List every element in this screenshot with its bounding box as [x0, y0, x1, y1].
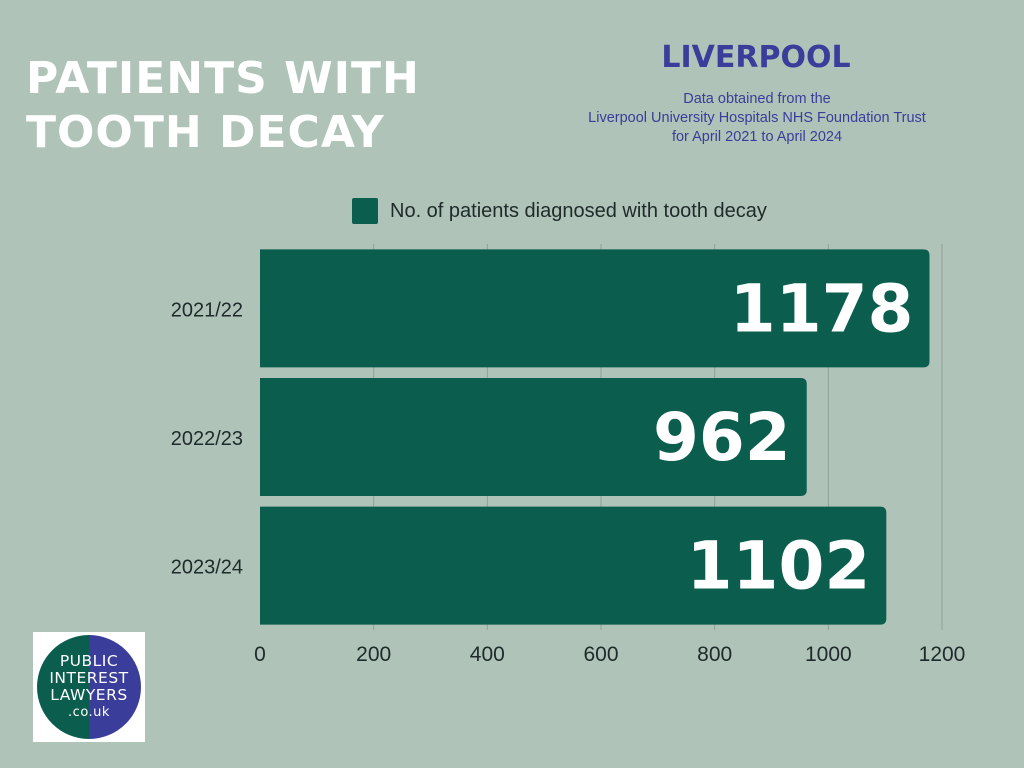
legend-label: No. of patients diagnosed with tooth dec…: [390, 199, 767, 222]
source-line-1: Data obtained from the: [683, 91, 831, 107]
logo-line-2: INTEREST: [49, 669, 129, 687]
legend-swatch: [352, 198, 378, 224]
logo-line-4: .co.uk: [68, 705, 110, 720]
source-line-3: for April 2021 to April 2024: [671, 129, 843, 145]
bar: [260, 506, 887, 625]
source-line-2: Liverpool University Hospitals NHS Found…: [588, 110, 926, 126]
category-tick-label: 2023/24: [171, 557, 243, 579]
chart-legend: No. of patients diagnosed with tooth dec…: [352, 198, 767, 224]
bar-value-label: 1102: [687, 528, 871, 605]
category-tick-label: 2021/22: [171, 299, 243, 321]
x-tick-label: 200: [356, 643, 391, 666]
x-tick-label: 400: [470, 643, 505, 666]
x-tick-label: 1200: [919, 643, 966, 666]
bar: [260, 378, 807, 496]
public-interest-lawyers-logo: PUBLIC INTEREST LAWYERS .co.uk: [33, 632, 145, 742]
logo-line-1: PUBLIC: [59, 652, 119, 670]
bar-value-label: 1178: [730, 270, 914, 347]
page-title: PATIENTS WITH TOOTH DECAY: [26, 52, 486, 160]
x-tick-label: 800: [697, 643, 732, 666]
category-tick-label: 2022/23: [171, 428, 243, 450]
bar-value-label: 962: [653, 399, 791, 476]
x-tick-label: 600: [583, 643, 618, 666]
logo-text: PUBLIC INTEREST LAWYERS .co.uk: [37, 653, 141, 721]
logo-circle: PUBLIC INTEREST LAWYERS .co.uk: [37, 635, 141, 739]
logo-line-3: LAWYERS: [50, 686, 128, 704]
x-tick-label: 0: [254, 643, 266, 666]
bar: [260, 249, 930, 368]
title-line-1: PATIENTS WITH: [26, 53, 420, 104]
x-tick-label: 1000: [805, 643, 852, 666]
data-source-note: Data obtained from the Liverpool Univers…: [520, 90, 994, 147]
title-line-2: TOOTH DECAY: [26, 107, 385, 158]
city-heading: LIVERPOOL: [661, 40, 851, 75]
